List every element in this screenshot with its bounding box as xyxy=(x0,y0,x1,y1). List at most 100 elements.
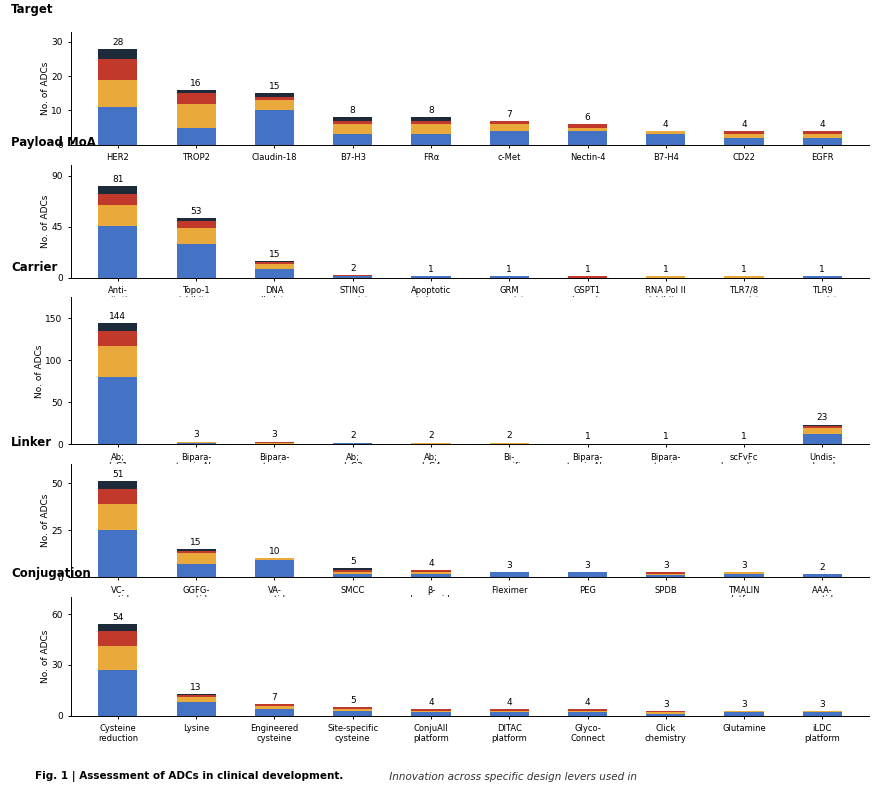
Text: 4: 4 xyxy=(506,698,511,707)
Text: 2: 2 xyxy=(428,431,433,440)
Text: 51: 51 xyxy=(112,470,123,479)
Text: 2: 2 xyxy=(819,562,824,572)
Bar xyxy=(176,104,215,127)
Bar xyxy=(254,444,293,445)
Text: 3: 3 xyxy=(271,430,277,439)
Bar xyxy=(724,711,763,713)
Bar xyxy=(254,97,293,100)
Bar xyxy=(724,134,763,138)
Bar xyxy=(489,131,528,145)
Bar xyxy=(254,704,293,706)
Y-axis label: No. of ADCs: No. of ADCs xyxy=(41,630,50,683)
Text: 1: 1 xyxy=(584,266,590,274)
Bar xyxy=(254,93,293,97)
Bar xyxy=(254,262,293,264)
Bar xyxy=(254,100,293,111)
Bar xyxy=(333,124,372,134)
Bar xyxy=(176,221,215,228)
Text: 1: 1 xyxy=(741,432,746,441)
Bar xyxy=(646,131,685,134)
Bar xyxy=(411,570,450,572)
Text: 15: 15 xyxy=(268,250,280,259)
Text: 7: 7 xyxy=(271,693,277,702)
Text: Innovation across specific design levers used in: Innovation across specific design levers… xyxy=(385,771,636,782)
Bar xyxy=(646,277,685,278)
Bar xyxy=(333,443,372,445)
Text: 3: 3 xyxy=(506,561,511,570)
Bar xyxy=(333,709,372,711)
Bar xyxy=(489,277,528,278)
Y-axis label: No. of ADCs: No. of ADCs xyxy=(41,195,50,248)
Bar xyxy=(646,575,685,577)
Bar xyxy=(333,570,372,572)
Text: 144: 144 xyxy=(109,312,127,321)
Text: 5: 5 xyxy=(349,557,355,566)
Bar xyxy=(646,134,685,145)
Text: 1: 1 xyxy=(584,432,590,441)
Bar xyxy=(411,117,450,121)
Bar xyxy=(567,127,606,131)
Bar xyxy=(802,134,841,138)
Y-axis label: No. of ADCs: No. of ADCs xyxy=(35,344,44,398)
Text: 3: 3 xyxy=(193,430,198,439)
Text: 2: 2 xyxy=(506,431,511,440)
Bar xyxy=(802,138,841,145)
Bar xyxy=(98,194,137,205)
Bar xyxy=(98,624,137,631)
Text: Fig. 1 | Assessment of ADCs in clinical development.: Fig. 1 | Assessment of ADCs in clinical … xyxy=(35,770,344,782)
Y-axis label: No. of ADCs: No. of ADCs xyxy=(41,494,50,547)
Text: Linker: Linker xyxy=(12,436,52,449)
Bar xyxy=(646,711,685,713)
Bar xyxy=(176,127,215,145)
Bar xyxy=(254,706,293,709)
Text: Target: Target xyxy=(12,3,53,17)
Bar xyxy=(98,107,137,145)
Bar xyxy=(802,426,841,429)
Bar xyxy=(567,572,606,577)
Text: 2: 2 xyxy=(349,431,355,440)
Bar xyxy=(724,713,763,716)
Bar xyxy=(646,573,685,575)
Bar xyxy=(333,117,372,121)
Bar xyxy=(98,346,137,377)
Text: 8: 8 xyxy=(349,106,355,115)
Bar xyxy=(98,225,137,278)
Bar xyxy=(333,568,372,570)
Text: 1: 1 xyxy=(819,266,824,274)
Bar xyxy=(98,377,137,445)
Text: Carrier: Carrier xyxy=(12,261,58,274)
Bar xyxy=(98,481,137,489)
Bar xyxy=(176,564,215,577)
Bar xyxy=(724,444,763,445)
Text: 8: 8 xyxy=(428,106,433,115)
Text: 54: 54 xyxy=(113,613,123,622)
Bar xyxy=(254,558,293,560)
Bar xyxy=(98,324,137,331)
Bar xyxy=(489,443,528,444)
Text: Payload MoA: Payload MoA xyxy=(12,136,96,149)
Bar xyxy=(176,694,215,695)
Bar xyxy=(254,264,293,269)
Bar xyxy=(254,709,293,716)
Text: Conjugation: Conjugation xyxy=(12,567,90,581)
Bar xyxy=(333,711,372,716)
Bar xyxy=(98,646,137,670)
Text: 3: 3 xyxy=(584,561,590,570)
Text: 6: 6 xyxy=(584,113,590,122)
Bar xyxy=(411,713,450,716)
Bar xyxy=(98,331,137,346)
Bar xyxy=(254,269,293,278)
Bar xyxy=(333,572,372,573)
Bar xyxy=(489,572,528,577)
Text: 2: 2 xyxy=(349,264,355,274)
Text: 3: 3 xyxy=(741,699,746,709)
Bar xyxy=(176,553,215,564)
Bar xyxy=(567,131,606,145)
Text: 1: 1 xyxy=(662,432,668,441)
Text: 1: 1 xyxy=(741,266,746,274)
Bar xyxy=(254,261,293,262)
Bar xyxy=(254,443,293,444)
Text: 4: 4 xyxy=(428,698,433,707)
Text: 3: 3 xyxy=(662,561,668,570)
Bar xyxy=(567,711,606,713)
